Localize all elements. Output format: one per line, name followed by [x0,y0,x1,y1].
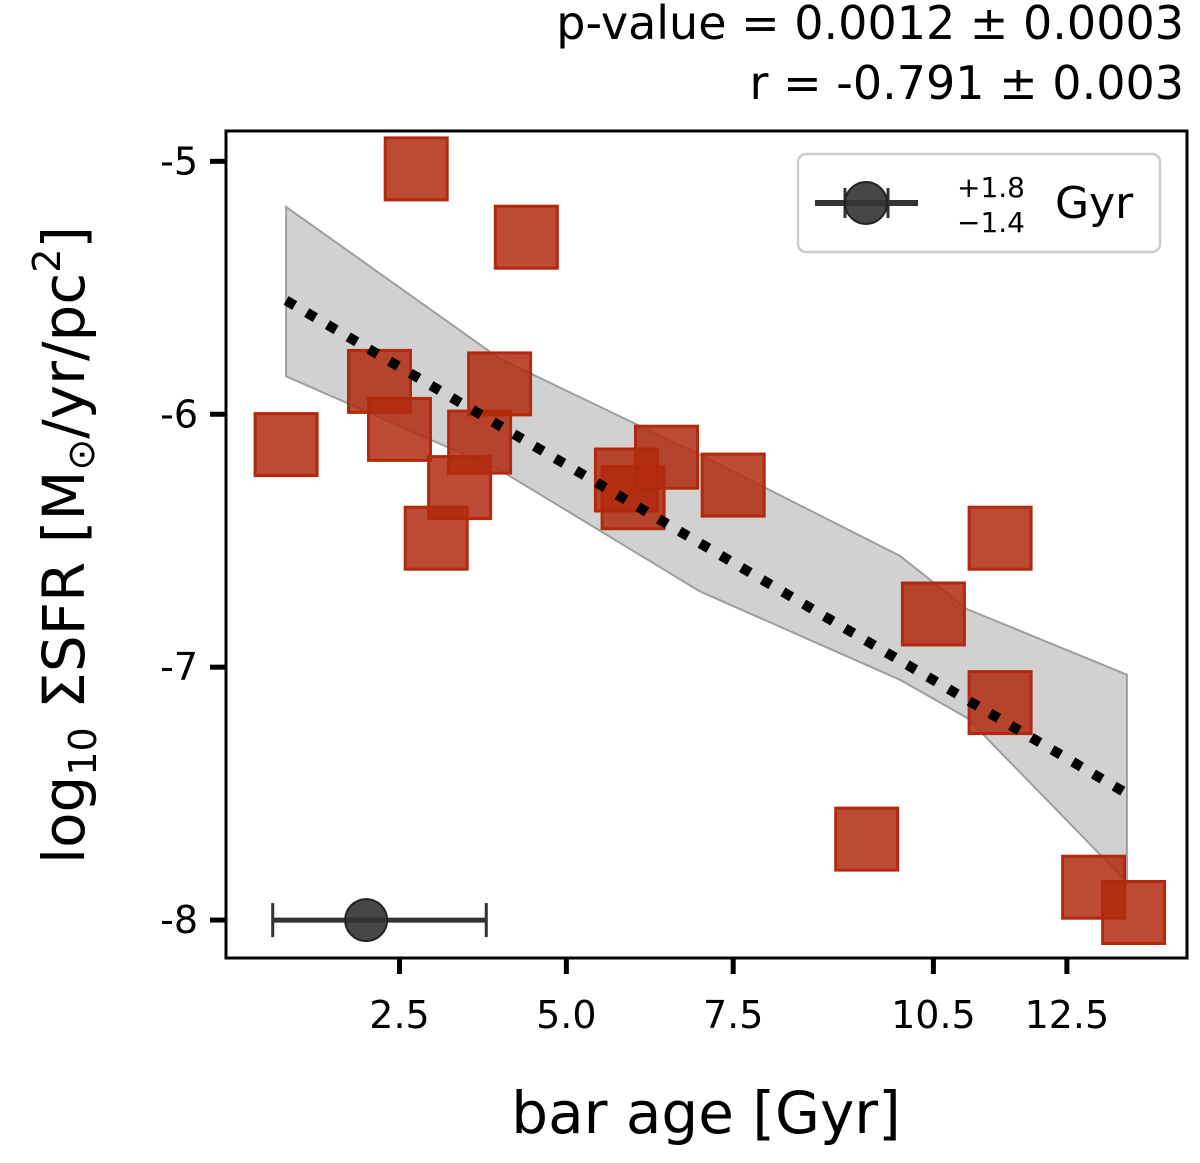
data-point-4 [383,136,449,202]
data-point-17 [967,670,1033,736]
data-point-12 [634,424,699,490]
data-points-layer [253,136,1167,945]
data-point-14 [834,806,900,872]
x-tick-label-5: 12.5 [1025,993,1110,1037]
legend: +1.8 −1.4 Gyr [796,152,1162,254]
legend-marker [844,181,888,225]
legend-lower-error: −1.4 [957,206,1025,239]
legend-unit: Gyr [1055,178,1134,229]
plot-frame [224,129,1189,960]
fit-line [283,296,1130,798]
data-point-15 [900,581,966,647]
y-label-subscript: 10 [61,727,105,775]
y-tick-label-2: -6 [160,392,198,436]
x-tick-label-1: 2.5 [369,993,429,1037]
x-tick-label-2: 5.0 [536,993,596,1037]
data-point-9 [493,204,559,270]
y-ticks-layer: -5 -6 -7 -8 [160,139,226,942]
y-label-after: /yr/pc [30,273,98,439]
y-label-sun-symbol: ⊙ [59,439,103,471]
correlation-annotation: r = -0.791 ± 0.003 [749,56,1184,110]
x-ticks-layer: 2.5 5.0 7.5 10.5 12.5 [369,958,1109,1037]
legend-box [796,152,1162,254]
data-point-3 [367,396,432,462]
y-tick-label-3: -7 [160,645,198,689]
x-tick-label-3: 7.5 [703,993,763,1037]
data-point-19 [1101,880,1167,945]
y-axis-label: log10 ΣSFR [M⊙/yr/pc2] [25,226,105,864]
data-point-8 [467,351,533,417]
data-point-16 [967,505,1033,571]
error-bar-layer [271,898,488,943]
y-label-close: ] [30,226,98,249]
data-point-7 [447,409,513,475]
y-tick-label-1: -5 [160,139,198,183]
y-label-prefix: log [30,776,98,864]
data-point-13 [700,452,766,518]
y-tick-label-4: -8 [160,898,198,942]
fit-line-layer [283,296,1130,798]
legend-upper-error: +1.8 [957,171,1025,204]
y-label-main: ΣSFR [M [30,471,98,728]
sample-error-marker [344,898,389,943]
p-value-annotation: p-value = 0.0012 ± 0.0003 [556,0,1184,50]
data-point-1 [253,412,319,478]
x-tick-label-4: 10.5 [891,993,976,1037]
x-axis-label: bar age [Gyr] [511,1079,901,1147]
y-label-superscript: 2 [25,249,69,273]
